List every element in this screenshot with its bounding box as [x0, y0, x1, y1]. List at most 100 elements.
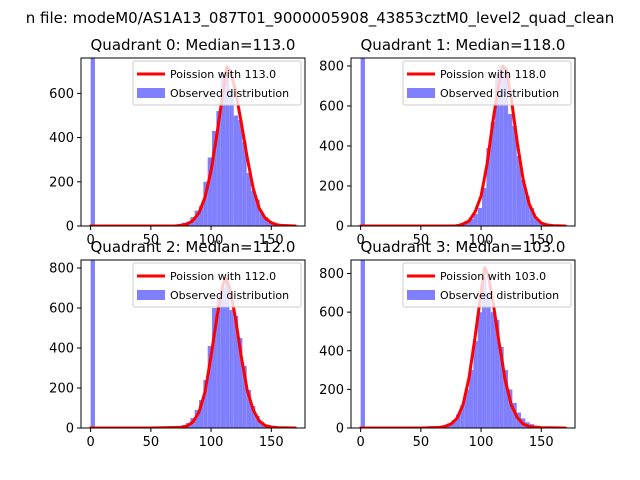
y-tick-label: 200 [319, 383, 344, 398]
histogram-bar [482, 188, 487, 226]
y-tick-label: 400 [49, 342, 74, 357]
axes-frame [80, 57, 306, 227]
histogram-bar [238, 119, 243, 226]
legend-label-poisson: Poission with 112.0 [170, 270, 276, 283]
histogram-bar [473, 214, 478, 226]
legend: Poission with 113.0 Observed distributio… [170, 68, 289, 100]
legend-handle-observed [407, 88, 435, 98]
plot-marks [359, 260, 567, 428]
x-tick-label: 100 [199, 435, 224, 450]
legend-label-poisson: Poission with 113.0 [170, 68, 276, 81]
legend-box [132, 262, 302, 308]
histogram-bar [503, 370, 509, 428]
histogram-bar [529, 208, 535, 226]
histogram-bar [486, 148, 491, 226]
plot-area-2: 0 50 100 150 0 200 400 600 800 [49, 259, 306, 450]
histogram-bar [508, 114, 513, 226]
y-tick-label: 600 [49, 302, 74, 317]
histogram-bar [512, 126, 517, 226]
histogram-bar [203, 380, 208, 428]
histogram-bar [207, 157, 213, 226]
histogram-bar [229, 88, 234, 226]
y-tick-label: 200 [49, 175, 74, 190]
histogram-bar [255, 199, 260, 226]
histogram-bar [194, 410, 200, 428]
histogram-bar [216, 111, 221, 226]
y-tick-label: 800 [319, 267, 344, 282]
histogram-bar [499, 346, 504, 428]
histogram-bar [220, 288, 226, 428]
x-tick-label: 150 [259, 233, 284, 248]
subplot-quadrant-2: Quadrant 2: Median=112.0 Poission with 1… [91, 238, 296, 302]
histogram-bar [246, 172, 252, 226]
histogram-bar [251, 406, 256, 428]
histogram-bar [360, 260, 365, 428]
legend-handle-observed [407, 290, 435, 300]
legend: Poission with 103.0 Observed distributio… [440, 270, 559, 302]
subplot-quadrant-1: Quadrant 1: Median=118.0 Poission with 1… [361, 36, 566, 100]
plot-area-1: 0 50 100 150 0 200 400 600 800 [319, 57, 576, 248]
x-tick-label: 150 [529, 435, 554, 450]
histogram-bar [229, 310, 234, 428]
histogram-bar [360, 58, 365, 226]
x-tick-label: 100 [469, 233, 494, 248]
histogram-bar [482, 277, 487, 428]
histogram-bar [242, 142, 247, 226]
y-tick-label: 0 [66, 422, 74, 437]
subplot-quadrant-3: Quadrant 3: Median=103.0 Poission with 1… [361, 238, 566, 302]
y-tick-label: 200 [319, 180, 344, 195]
x-tick-label: 0 [356, 233, 364, 248]
legend-label-observed: Observed distribution [440, 87, 559, 100]
histogram-bar [199, 206, 204, 226]
legend: Poission with 118.0 Observed distributio… [440, 68, 559, 100]
histogram-bar [233, 316, 239, 428]
x-tick-label: 150 [529, 233, 554, 248]
x-tick-label: 150 [259, 435, 284, 450]
legend: Poission with 112.0 Observed distributio… [170, 270, 289, 302]
y-tick-label: 0 [66, 220, 74, 235]
x-tick-label: 50 [143, 435, 160, 450]
legend-label-observed: Observed distribution [170, 87, 289, 100]
histogram-bar [199, 400, 204, 428]
histogram-bar [259, 422, 265, 428]
histogram-bar [499, 66, 504, 226]
legend-label-observed: Observed distribution [170, 289, 289, 302]
histogram-bar [194, 210, 200, 226]
x-tick-label: 50 [143, 233, 160, 248]
x-tick-label: 100 [469, 435, 494, 450]
axes-frame [350, 259, 576, 429]
plot-area-3: 0 50 100 150 0 200 400 600 800 [319, 259, 576, 450]
histogram-bar [486, 292, 491, 428]
histogram-bar [473, 341, 478, 428]
y-tick-label: 800 [49, 262, 74, 277]
histogram-bar [255, 416, 260, 428]
histogram-bar [225, 71, 230, 226]
histogram-bar [456, 414, 461, 428]
histogram-bar [212, 308, 217, 428]
histogram-bar [516, 156, 522, 226]
x-tick-label: 50 [413, 435, 430, 450]
histogram-bar [495, 74, 500, 226]
x-tick-label: 0 [86, 435, 94, 450]
histogram-bar [525, 196, 530, 226]
histogram-bar [238, 338, 243, 428]
histogram-bar [477, 208, 483, 226]
legend-frame [402, 262, 572, 308]
histogram-bar [246, 390, 252, 428]
histogram-bar [451, 420, 457, 428]
x-tick-label: 50 [413, 233, 430, 248]
subplot-title: Quadrant 0: Median=113.0 [91, 36, 296, 54]
histogram-bar [508, 389, 513, 428]
histogram-bar [469, 370, 474, 428]
axes-frame [80, 259, 306, 429]
legend-label-poisson: Poission with 118.0 [440, 68, 546, 81]
histogram-bar [521, 180, 526, 226]
y-tick-label: 400 [49, 131, 74, 146]
y-tick-label: 0 [336, 220, 344, 235]
histogram-bar [225, 282, 230, 428]
histogram-bar [512, 402, 517, 428]
histogram-bar [495, 319, 500, 428]
legend-box [132, 60, 302, 106]
subplot-title: Quadrant 1: Median=118.0 [361, 36, 566, 54]
